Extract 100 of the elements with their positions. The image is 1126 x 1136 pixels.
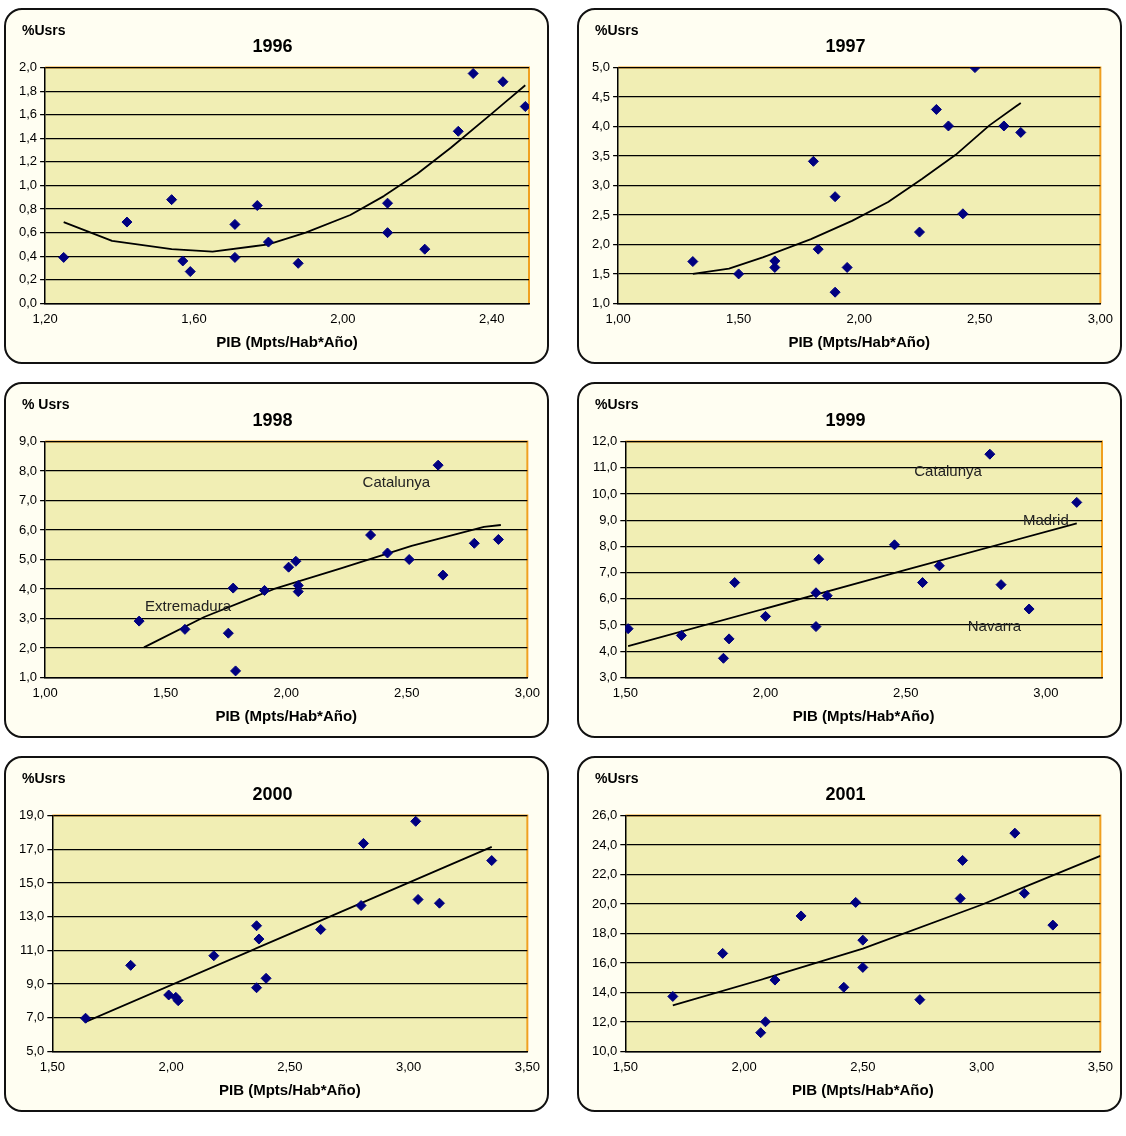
y-tick-label: 8,0 <box>599 537 618 553</box>
point <box>759 1016 771 1028</box>
x-tick-label: 3,00 <box>968 1058 995 1074</box>
point <box>850 896 862 908</box>
y-tick-label: 7,0 <box>26 1009 45 1025</box>
y-tick-label: 16,0 <box>591 954 618 970</box>
point <box>914 226 925 238</box>
annotation: Catalunya <box>362 473 431 491</box>
y-tick-label: 19,0 <box>18 807 45 823</box>
y-tick-label: 11,0 <box>592 459 618 475</box>
point <box>497 76 509 88</box>
y-tick-label: 15,0 <box>18 874 45 890</box>
y-tick-label: 14,0 <box>591 984 618 1000</box>
x-tick-label: 2,50 <box>850 1058 876 1074</box>
point <box>760 610 772 622</box>
y-tick-label: 1,8 <box>18 82 38 98</box>
point <box>259 584 271 596</box>
point <box>889 539 900 551</box>
y-tick-label: 5,0 <box>26 1042 45 1058</box>
x-tick-label: 2,00 <box>273 684 299 700</box>
x-tick-label: 2,50 <box>967 310 993 326</box>
y-axis-title: %Usrs <box>595 396 639 412</box>
y-tick-label: 3,0 <box>591 177 611 193</box>
point <box>432 459 444 471</box>
point <box>184 266 196 278</box>
point <box>687 256 699 268</box>
y-tick-label: 9,0 <box>26 975 45 991</box>
y-tick-label: 18,0 <box>591 925 618 941</box>
point <box>917 577 929 589</box>
point <box>419 243 431 255</box>
point <box>755 1027 767 1039</box>
y-axis-title: %Usrs <box>22 770 66 786</box>
y-tick-label: 1,6 <box>18 106 38 122</box>
x-tick-label: 3,00 <box>1087 310 1114 326</box>
point <box>283 561 295 573</box>
y-tick-label: 7,0 <box>18 492 38 508</box>
y-tick-label: 7,0 <box>599 564 618 580</box>
point <box>452 125 464 137</box>
x-tick-label: 1,50 <box>612 684 638 700</box>
y-tick-label: 24,0 <box>591 836 618 852</box>
x-tick-label: 2,50 <box>277 1058 303 1074</box>
point <box>957 208 969 220</box>
y-tick-label: 26,0 <box>591 807 618 823</box>
x-tick-label: 3,50 <box>1087 1058 1114 1074</box>
point <box>675 629 687 641</box>
point <box>930 103 942 115</box>
y-tick-label: 2,0 <box>591 236 611 252</box>
x-axis-title: PIB (Mpts/Hab*Año) <box>215 707 358 725</box>
y-tick-label: 13,0 <box>18 908 45 924</box>
point <box>227 582 239 594</box>
y-tick-label: 20,0 <box>591 895 618 911</box>
x-tick-label: 2,50 <box>394 684 420 700</box>
point <box>251 920 263 932</box>
x-tick-label: 1,50 <box>612 1058 638 1074</box>
point <box>260 972 272 984</box>
point <box>957 854 969 866</box>
x-tick-label: 1,50 <box>152 684 179 700</box>
y-tick-label: 1,0 <box>18 668 38 684</box>
point <box>125 959 137 971</box>
y-tick-label: 17,0 <box>18 840 45 856</box>
x-tick-label: 3,00 <box>395 1058 422 1074</box>
x-tick-label: 1,50 <box>725 310 752 326</box>
x-tick-label: 2,00 <box>330 310 356 326</box>
point <box>179 623 191 635</box>
y-tick-label: 0,4 <box>18 247 38 263</box>
point <box>222 627 234 639</box>
x-axis-title: PIB (Mpts/Hab*Año) <box>218 1081 361 1099</box>
point <box>813 553 825 565</box>
y-axis-title: % Usrs <box>22 396 70 412</box>
x-tick-label: 2,00 <box>846 310 872 326</box>
point <box>933 560 945 572</box>
y-tick-label: 2,5 <box>591 206 611 222</box>
point <box>812 243 824 255</box>
point <box>795 910 807 922</box>
point <box>667 990 679 1002</box>
x-tick-label: 1,50 <box>39 1058 65 1074</box>
y-tick-label: 4,0 <box>18 580 38 596</box>
point <box>251 982 263 994</box>
y-tick-label: 8,0 <box>18 462 38 478</box>
y-tick-label: 3,5 <box>591 147 611 163</box>
point <box>1015 126 1027 138</box>
point <box>315 923 327 935</box>
x-axis-title: PIB (Mpts/Hab*Año) <box>792 707 935 725</box>
y-tick-label: 3,0 <box>599 668 618 684</box>
point <box>733 268 745 280</box>
chart-title: 1996 <box>252 35 293 56</box>
point <box>857 961 869 973</box>
y-tick-label: 10,0 <box>591 1042 618 1058</box>
point <box>1018 887 1030 899</box>
x-tick-label: 2,40 <box>479 310 505 326</box>
point <box>355 900 367 912</box>
y-tick-label: 1,2 <box>18 153 38 169</box>
point <box>1009 827 1021 839</box>
point <box>984 448 996 460</box>
y-tick-label: 9,0 <box>599 511 618 527</box>
y-tick-label: 0,6 <box>18 224 38 240</box>
y-tick-label: 2,0 <box>18 59 38 75</box>
point <box>163 989 175 1001</box>
point <box>251 200 263 212</box>
point <box>80 1012 92 1024</box>
